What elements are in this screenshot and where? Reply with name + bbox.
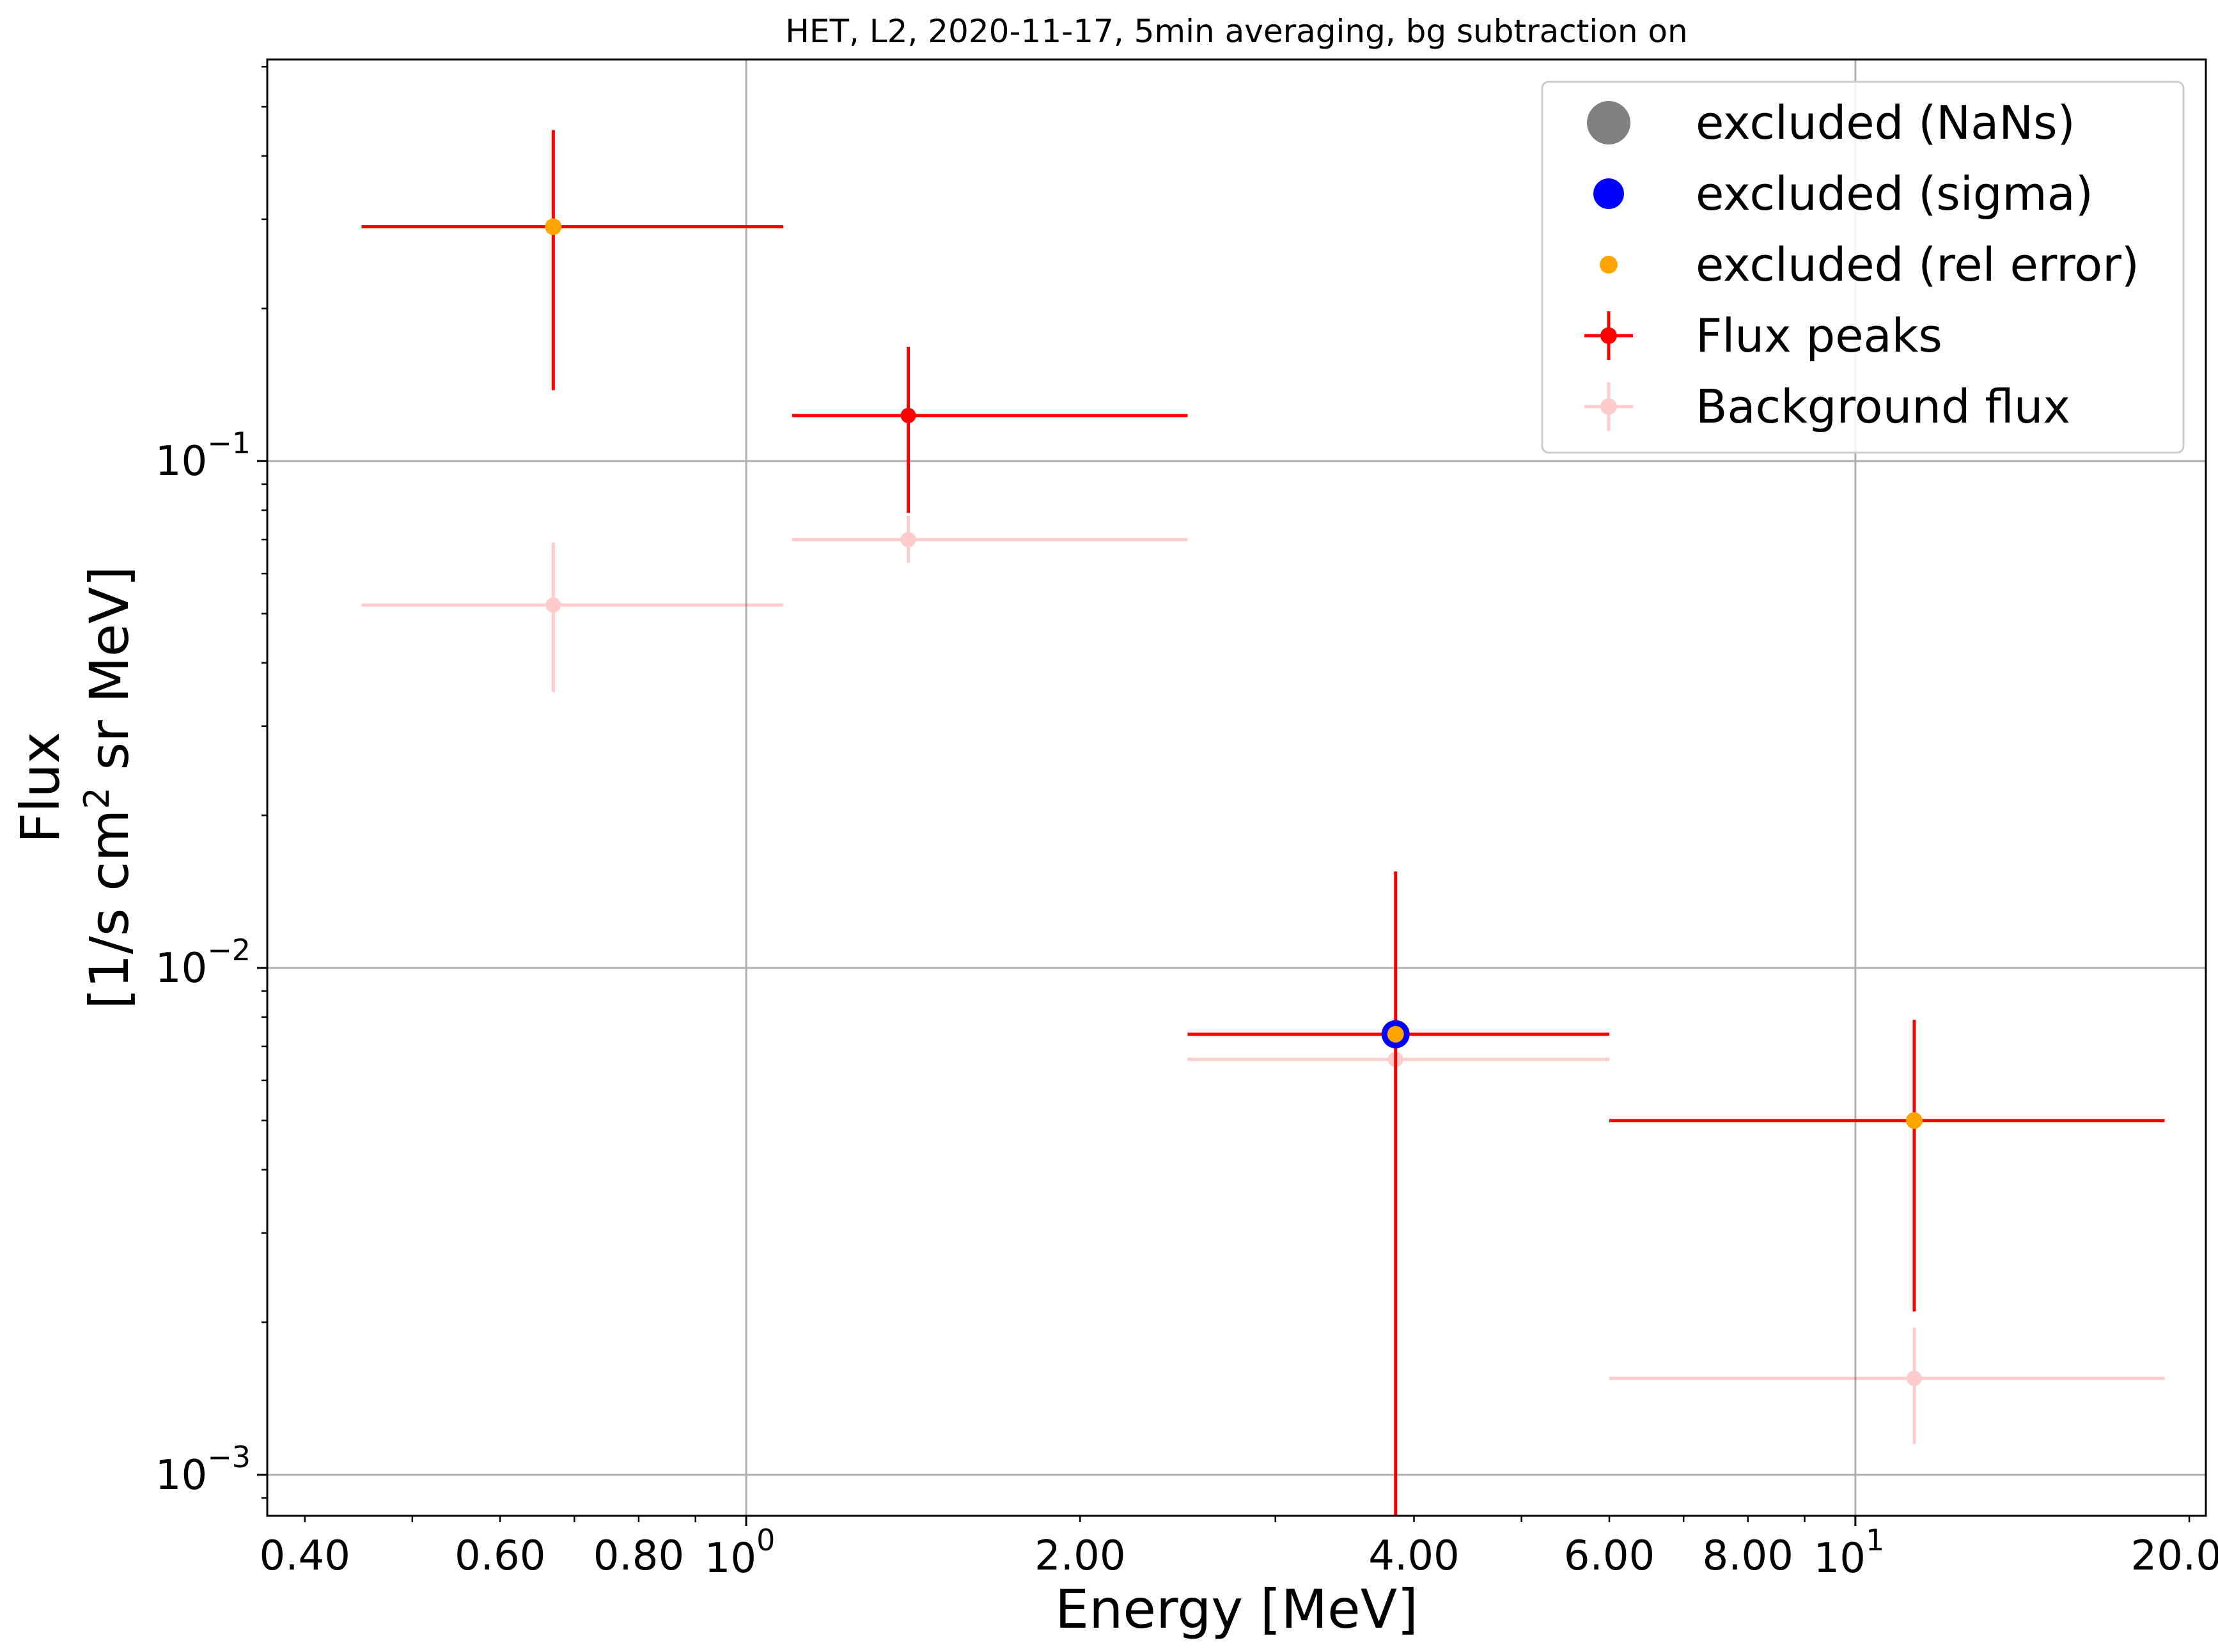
y-axis-units-label: [1/s cm2 sr MeV] (77, 566, 141, 1009)
plot-frame (266, 58, 2207, 1517)
legend-marker (1600, 256, 1618, 274)
flux-peaks-point (900, 407, 916, 423)
y-units-suffix: sr MeV] (78, 566, 141, 787)
legend-label: excluded (sigma) (1696, 167, 2093, 221)
y-tick-label: 10−2 (155, 933, 251, 992)
y-units-prefix: [1/s cm (78, 809, 141, 1009)
y-axis-label: Flux (9, 732, 72, 844)
excluded-rel-error-point (545, 218, 562, 235)
x-tick-exponent: 1 (1866, 1523, 1884, 1557)
x-minor-tick-label: 20.00 (2130, 1532, 2218, 1580)
y-tick-label: 10−3 (155, 1440, 251, 1499)
background-flux-point (545, 597, 561, 613)
x-tick-label: 100 (705, 1523, 776, 1582)
x-minor-tick-label: 4.00 (1368, 1532, 1460, 1580)
y-tick-label: 10−1 (155, 426, 251, 485)
background-flux-point (1906, 1370, 1922, 1386)
y-units-superscript: 2 (77, 787, 117, 809)
axis-ticks: 1001010.400.600.802.004.006.008.0020.001… (155, 66, 2218, 1582)
y-tick-base: 10 (155, 438, 207, 485)
x-minor-tick-label: 8.00 (1702, 1532, 1793, 1580)
legend-marker (1584, 382, 1633, 431)
x-tick-base: 10 (1814, 1535, 1866, 1582)
x-tick-label: 101 (1814, 1523, 1885, 1582)
legend-item-excluded-sigma: excluded (sigma) (1593, 167, 2093, 221)
legend: excluded (NaNs) excluded (sigma) excluded … (1541, 81, 2185, 454)
legend-marker (1593, 178, 1624, 209)
legend-item-excluded-rel-error: excluded (rel error) (1600, 238, 2139, 292)
legend-label: excluded (NaNs) (1696, 96, 2075, 150)
legend-item-flux-peaks: Flux peaks (1584, 309, 1942, 362)
x-axis-label: Energy [MeV] (1055, 1578, 1418, 1640)
y-tick-base: 10 (155, 945, 207, 992)
y-tick-base: 10 (155, 1452, 207, 1499)
legend-marker (1584, 311, 1633, 360)
legend-item-background-flux: Background flux (1584, 380, 2070, 433)
y-tick-exponent: −1 (207, 426, 251, 460)
y-tick-exponent: −2 (207, 933, 251, 967)
legend-label: Flux peaks (1696, 309, 1942, 362)
x-minor-tick-label: 2.00 (1035, 1532, 1126, 1580)
x-tick-base: 10 (705, 1535, 756, 1582)
x-minor-tick-label: 6.00 (1564, 1532, 1655, 1580)
legend-marker-dot (1600, 398, 1617, 415)
data-layer (361, 130, 2165, 1516)
x-tick-exponent: 0 (756, 1523, 775, 1557)
excluded-rel-error-point (1387, 1025, 1404, 1043)
legend-label: excluded (rel error) (1696, 238, 2139, 292)
chart-title: HET, L2, 2020-11-17, 5min averaging, bg … (785, 13, 1687, 50)
x-minor-tick-label: 0.80 (593, 1532, 685, 1580)
x-minor-tick-label: 0.60 (455, 1532, 546, 1580)
excluded-rel-error-point (1905, 1112, 1923, 1129)
legend-label: Background flux (1696, 380, 2070, 433)
y-tick-exponent: −3 (207, 1440, 251, 1474)
legend-box (1541, 81, 2185, 454)
legend-item-excluded-nans: excluded (NaNs) (1587, 96, 2075, 150)
legend-marker-dot (1600, 327, 1617, 344)
background-flux-point (900, 532, 916, 548)
x-minor-tick-label: 0.40 (259, 1532, 350, 1580)
legend-marker (1587, 101, 1630, 144)
